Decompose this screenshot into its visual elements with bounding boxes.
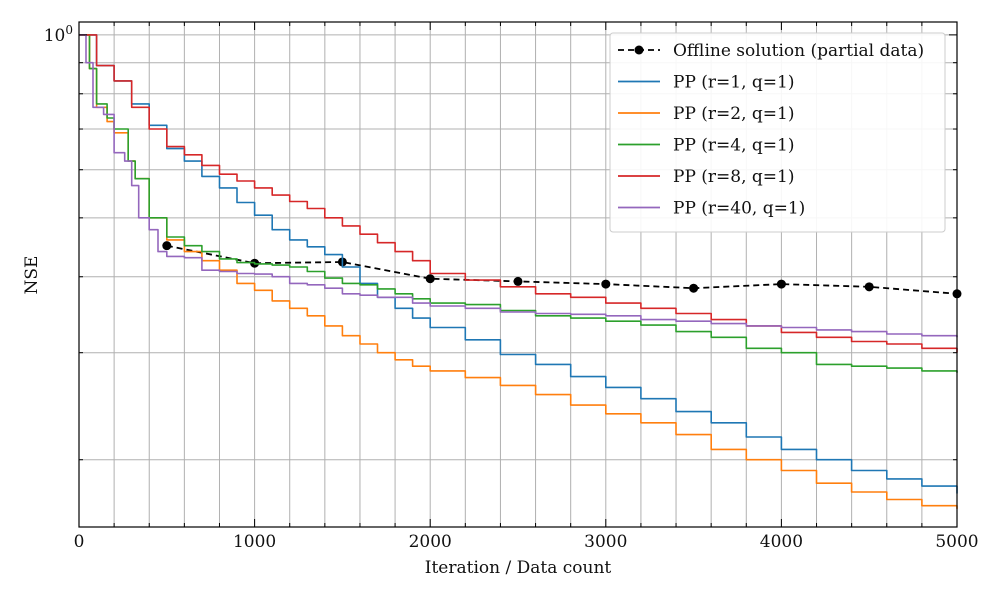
legend: Offline solution (partial data) PP (r=1, … <box>609 32 946 233</box>
legend-entry: PP (r=4, q=1) <box>618 136 794 156</box>
legend-marker <box>634 45 644 55</box>
x-tick-label: 0 <box>74 532 85 552</box>
data-point-offline <box>513 276 523 286</box>
plot-frame <box>78 21 958 528</box>
series-line-5 <box>79 34 958 338</box>
series-lines <box>79 34 962 509</box>
legend-label: PP (r=2, q=1) <box>673 104 794 124</box>
x-tick-label: 5000 <box>935 532 978 552</box>
legend-entry: PP (r=1, q=1) <box>618 73 794 93</box>
y-axis-label: NSE <box>22 256 42 295</box>
legend-label: PP (r=40, q=1) <box>673 199 805 219</box>
series-line-3 <box>79 34 958 373</box>
legend-entry: Offline solution (partial data) <box>618 41 924 61</box>
legend-label: PP (r=1, q=1) <box>673 73 794 93</box>
data-point-offline <box>776 279 786 289</box>
data-point-offline <box>689 283 699 293</box>
series-0 <box>162 241 962 299</box>
x-tick-label: 3000 <box>584 532 627 552</box>
x-tick-label: 2000 <box>409 532 452 552</box>
series-line-offline <box>166 244 958 295</box>
legend-entry: PP (r=2, q=1) <box>618 104 794 124</box>
legend-entry: PP (r=40, q=1) <box>618 199 805 219</box>
y-tick-label: 100 <box>44 23 73 46</box>
plot-border <box>78 21 958 528</box>
x-tick-label: 1000 <box>233 532 276 552</box>
series-3 <box>79 34 958 373</box>
data-point-offline <box>864 282 874 292</box>
axis-ticks: 0 1000 2000 3000 4000 5000 100 <box>44 22 979 552</box>
legend-label: PP (r=4, q=1) <box>673 136 794 156</box>
x-axis-label: Iteration / Data count <box>425 558 612 578</box>
legend-label: Offline solution (partial data) <box>673 41 924 61</box>
legend-label: PP (r=8, q=1) <box>673 167 794 187</box>
grid-lines <box>78 22 958 527</box>
data-point-offline <box>601 279 611 289</box>
legend-entry: PP (r=8, q=1) <box>618 167 794 187</box>
series-5 <box>79 34 958 338</box>
data-point-offline <box>162 241 172 251</box>
x-tick-label: 4000 <box>760 532 803 552</box>
data-point-offline <box>425 274 435 284</box>
legend-box <box>609 32 946 233</box>
